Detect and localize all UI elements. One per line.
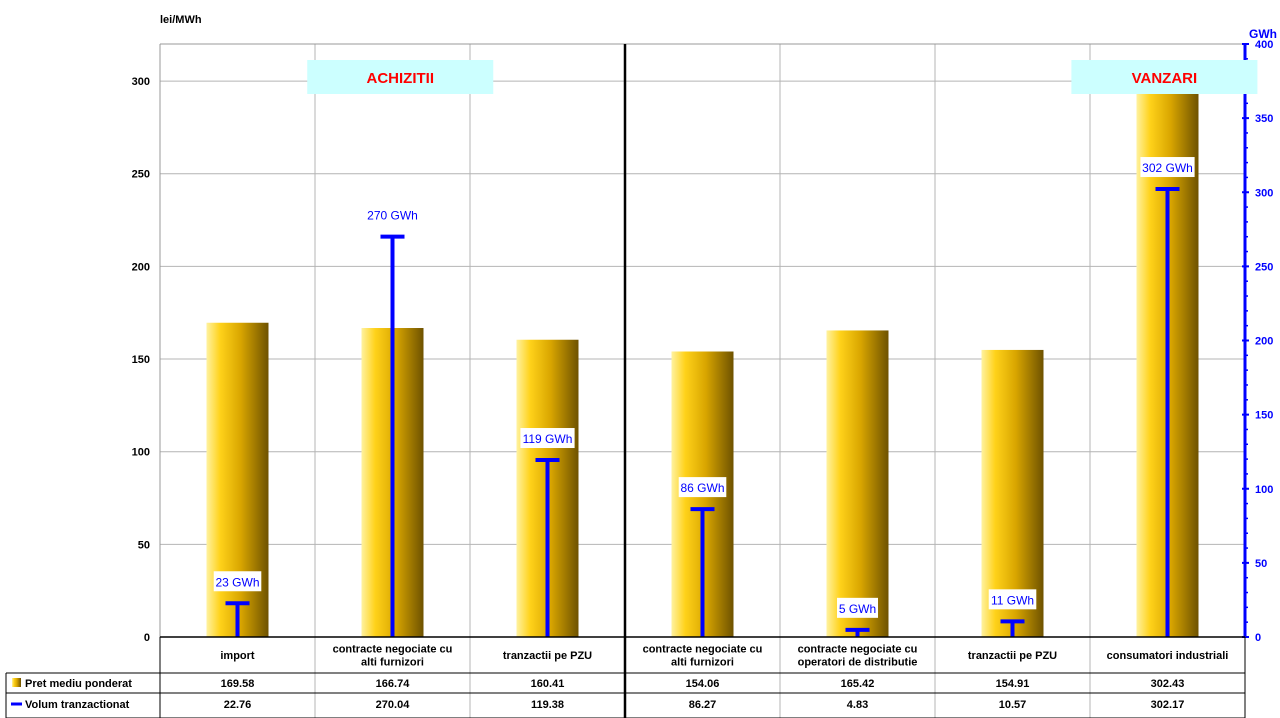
price-bar [826, 330, 889, 637]
y-right-tick-label: 250 [1255, 261, 1273, 273]
y-right-tick-label: 350 [1255, 113, 1273, 125]
table-value: 166.74 [376, 678, 411, 690]
y-left-tick-label: 0 [144, 632, 150, 644]
volume-data-label: 23 GWh [215, 575, 259, 589]
legend-key-price [12, 678, 21, 687]
category-label: operatori de distributie [798, 657, 918, 669]
y-left-tick-label: 250 [132, 169, 150, 181]
category-label: contracte negociate cu [798, 644, 918, 656]
table-value: 160.41 [531, 678, 565, 690]
table-value: 4.83 [847, 699, 868, 711]
volume-data-label-bg [1140, 157, 1195, 178]
table-value: 22.76 [224, 699, 252, 711]
price-bar [981, 349, 1044, 637]
volume-data-label-bg [213, 571, 262, 592]
table-value: 154.06 [686, 678, 720, 690]
y-left-tick-label: 50 [138, 539, 150, 551]
table-value: 302.17 [1151, 699, 1185, 711]
category-label: alti furnizori [361, 657, 424, 669]
volume-data-label-bg [365, 204, 420, 225]
y-right-axis-title: GWh [1249, 27, 1277, 41]
volume-data-label: 270 GWh [367, 209, 418, 223]
table-value: 165.42 [841, 678, 875, 690]
volume-data-label-bg [678, 477, 727, 498]
y-right-tick-label: 300 [1255, 187, 1273, 199]
table-value: 169.58 [221, 678, 255, 690]
volume-data-label: 5 GWh [839, 602, 876, 616]
category-label: tranzactii pe PZU [503, 650, 592, 662]
y-left-tick-label: 150 [132, 354, 150, 366]
category-label: consumatori industriali [1107, 650, 1229, 662]
group-label: VANZARI [1132, 70, 1198, 87]
volume-data-label-bg [837, 597, 878, 618]
table-value: 154.91 [996, 678, 1030, 690]
group-box-vanzari [1071, 60, 1258, 94]
group-label: ACHIZITII [367, 70, 435, 87]
table-value: 119.38 [531, 699, 564, 711]
table-value: 270.04 [376, 699, 411, 711]
category-label: import [220, 650, 255, 662]
volume-data-label: 86 GWh [680, 481, 724, 495]
y-right-tick-label: 100 [1255, 484, 1273, 496]
y-left-tick-label: 300 [132, 76, 150, 88]
category-label: contracte negociate cu [643, 644, 763, 656]
y-left-axis-title: lei/MWh [160, 14, 202, 26]
category-label: alti furnizori [671, 657, 734, 669]
y-right-tick-label: 200 [1255, 336, 1273, 348]
y-right-tick-label: 0 [1255, 632, 1261, 644]
y-right-tick-label: 150 [1255, 410, 1273, 422]
table-value: 302.43 [1151, 678, 1185, 690]
legend-series-name: Volum tranzactionat [25, 699, 130, 711]
table-value: 86.27 [689, 699, 717, 711]
group-box-achizitii [307, 60, 494, 94]
volume-data-label: 11 GWh [991, 593, 1034, 607]
volume-data-label-bg [520, 428, 575, 449]
volume-data-label-bg [988, 589, 1037, 610]
volume-data-label: 119 GWh [523, 432, 573, 446]
y-left-tick-label: 100 [132, 447, 150, 459]
y-right-tick-label: 50 [1255, 558, 1267, 570]
category-label: tranzactii pe PZU [968, 650, 1057, 662]
volume-data-label: 302 GWh [1142, 161, 1193, 175]
legend-series-name: Pret mediu ponderat [25, 678, 132, 690]
y-right-tick-label: 400 [1255, 39, 1273, 51]
y-left-tick-label: 200 [132, 261, 150, 273]
table-value: 10.57 [999, 699, 1027, 711]
category-label: contracte negociate cu [333, 644, 453, 656]
